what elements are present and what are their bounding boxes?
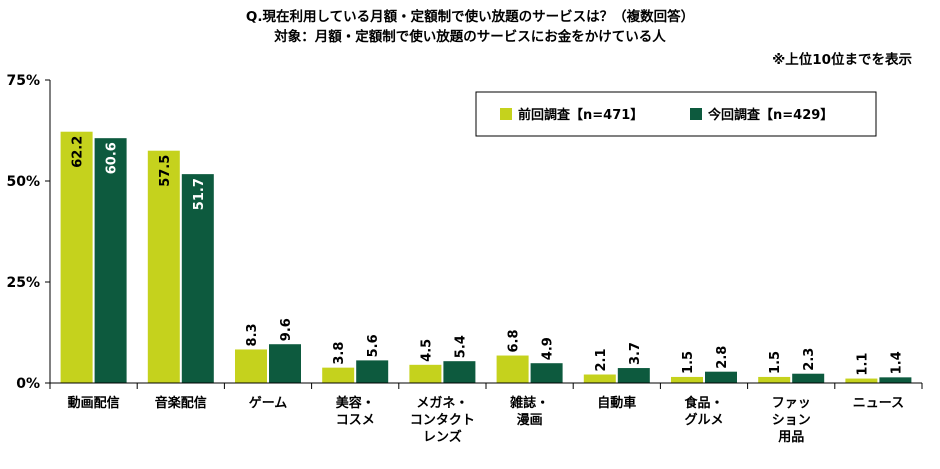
category-label: 動画配信 bbox=[68, 395, 120, 411]
bar-current bbox=[792, 373, 825, 383]
y-tick-label: 75% bbox=[6, 73, 40, 89]
bar-current bbox=[181, 174, 214, 383]
legend bbox=[475, 91, 877, 137]
value-label: 3.8 bbox=[332, 342, 347, 365]
category-label: 美容・コスメ bbox=[336, 395, 375, 428]
legend-swatch bbox=[690, 108, 702, 120]
category-label: 食品・グルメ bbox=[684, 395, 723, 428]
value-label: 5.4 bbox=[453, 335, 468, 358]
value-label: 62.2 bbox=[71, 136, 86, 168]
bar-current bbox=[530, 363, 563, 383]
legend-swatch bbox=[500, 108, 512, 120]
chart-note: ※上位10位までを表示 bbox=[772, 52, 912, 68]
bar-previous bbox=[496, 355, 529, 383]
value-label: 6.8 bbox=[507, 329, 522, 352]
bar-current bbox=[94, 138, 127, 383]
bar-previous bbox=[409, 364, 442, 383]
bar-current bbox=[879, 377, 912, 383]
chart-subtitle: 対象：月額・定額制で使い放題のサービスにお金をかけている人 bbox=[274, 29, 666, 45]
value-label: 1.1 bbox=[855, 353, 870, 376]
bar-current bbox=[269, 344, 301, 383]
y-tick-label: 0% bbox=[16, 376, 40, 392]
value-label: 1.4 bbox=[889, 351, 904, 374]
value-label: 57.5 bbox=[158, 155, 173, 187]
value-label: 2.8 bbox=[715, 346, 730, 369]
value-label: 3.7 bbox=[628, 342, 643, 365]
category-label: ファッション用品 bbox=[772, 396, 811, 445]
value-label: 9.6 bbox=[279, 318, 294, 341]
category-label: ニュース bbox=[853, 396, 904, 411]
bar-previous bbox=[758, 376, 791, 383]
category-label: 自動車 bbox=[597, 395, 636, 411]
bar-current bbox=[617, 368, 650, 383]
value-label: 1.5 bbox=[768, 351, 783, 374]
bar-previous bbox=[60, 131, 93, 383]
y-tick-label: 25% bbox=[6, 275, 40, 291]
y-tick-label: 50% bbox=[6, 174, 40, 190]
bar-previous bbox=[845, 378, 878, 383]
value-label: 4.9 bbox=[541, 337, 556, 360]
value-label: 2.3 bbox=[802, 348, 817, 371]
value-label: 4.5 bbox=[419, 339, 434, 362]
category-label: ゲーム bbox=[249, 395, 288, 411]
bar-previous bbox=[322, 367, 355, 383]
value-label: 8.3 bbox=[245, 323, 260, 346]
value-label: 5.6 bbox=[366, 334, 381, 357]
value-label: 51.7 bbox=[192, 178, 207, 210]
value-label: 1.5 bbox=[681, 351, 696, 374]
category-label: メガネ・コンタクトレンズ bbox=[410, 396, 475, 445]
bar-previous bbox=[671, 376, 703, 383]
bar-previous bbox=[235, 349, 267, 383]
category-label: 雑誌・漫画 bbox=[509, 395, 549, 428]
legend-label: 前回調査【n=471】 bbox=[518, 107, 643, 123]
bar-current bbox=[356, 360, 389, 383]
value-label: 2.1 bbox=[594, 348, 609, 371]
chart-title: Q.現在利用している月額・定額制で使い放題のサービスは？（複数回答） bbox=[245, 9, 695, 25]
legend-label: 今回調査【n=429】 bbox=[707, 107, 833, 123]
category-label: 音楽配信 bbox=[155, 395, 207, 411]
bar-previous bbox=[147, 150, 180, 383]
bar-previous bbox=[583, 374, 616, 383]
bar-current bbox=[705, 371, 737, 383]
value-label: 60.6 bbox=[105, 142, 120, 174]
bar-current bbox=[443, 361, 476, 383]
